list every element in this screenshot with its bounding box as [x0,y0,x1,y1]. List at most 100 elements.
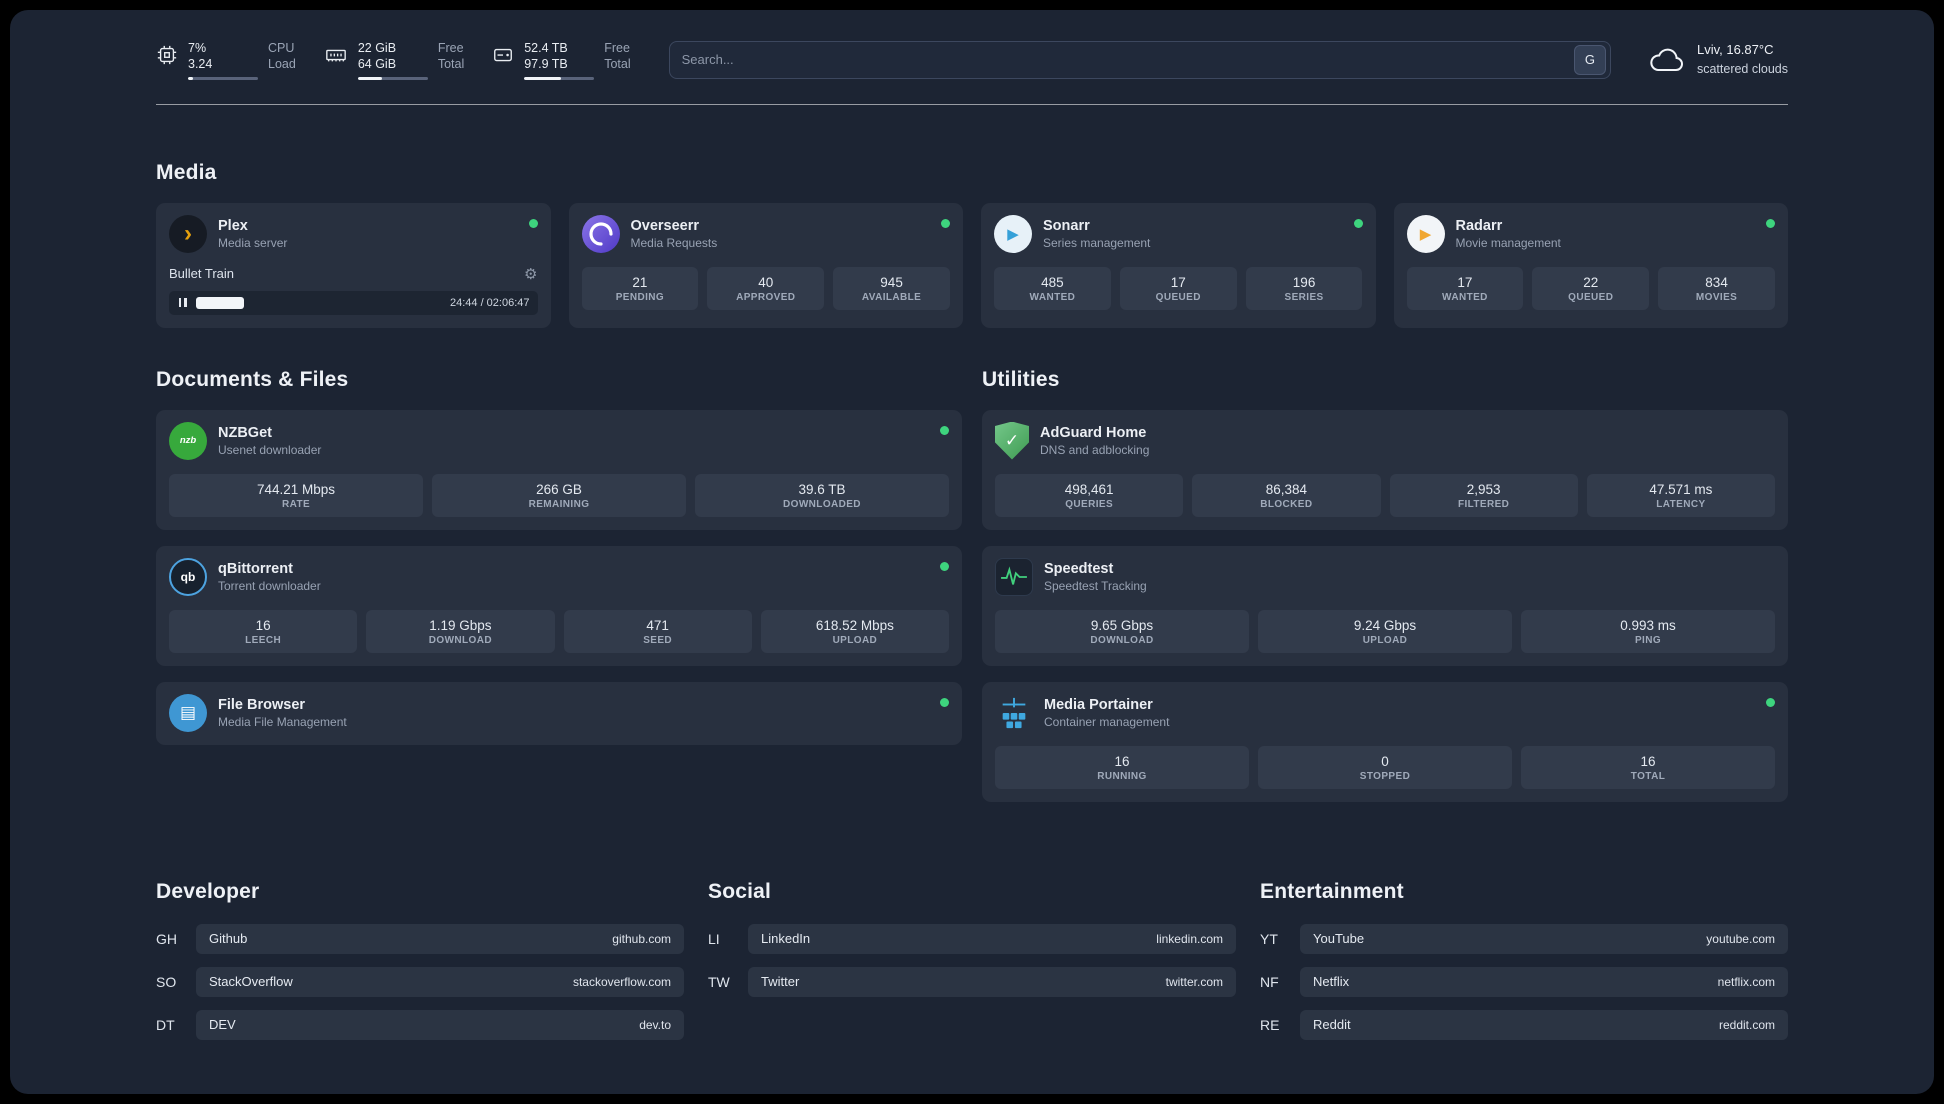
memory-total: 64 GiB [357,57,397,72]
now-playing-title: Bullet Train [169,266,235,281]
radarr-card[interactable]: ▶ Radarr Movie management 17 WANTED 22 Q… [1393,202,1788,328]
service-subtitle: DNS and adblocking [1040,442,1150,457]
stat-tile: 485 WANTED [994,266,1111,310]
overseerr-icon [581,214,620,253]
nzbget-icon: nzb [169,421,207,460]
sonarr-card[interactable]: ▶ Sonarr Series management 485 WANTED 17… [981,202,1376,328]
memory-free: 22 GiB [357,41,397,55]
service-name: Sonarr [1043,217,1090,234]
status-dot [1766,697,1775,707]
stat-tile: 40 APPROVED [707,266,825,310]
speedtest-icon [995,557,1033,596]
section-entertainment: Entertainment YT YouTube youtube.com NF … [1260,880,1788,1053]
status-dot [940,697,949,707]
topbar: 7% 3.24 CPU Load 22 GiB 64 GiB Free Tota… [156,40,1788,80]
cpu-percent: 7% [188,41,207,55]
radarr-icon: ▶ [1406,214,1445,253]
disk-total: 97.9 TB [524,57,568,72]
stat-tile: 22 QUEUED [1532,266,1650,310]
bookmark-youtube[interactable]: YT YouTube youtube.com [1260,923,1788,954]
stat-tile: 39.6 TB DOWNLOADED [695,473,949,517]
bookmark-abbr: DT [156,1016,175,1033]
service-name: File Browser [218,696,306,713]
filebrowser-card[interactable]: ▤ File Browser Media File Management [156,681,962,745]
plex-card[interactable]: › Plex Media server Bullet Train ⚙ [156,202,551,328]
section-title-media: Media [156,160,217,184]
service-subtitle: Torrent downloader [218,578,321,593]
playback-time: 24:44 / 02:06:47 [449,296,530,309]
stat-tile: 196 SERIES [1245,266,1363,310]
stat-tile: 0 STOPPED [1258,745,1512,789]
stat-tile: 16 RUNNING [995,745,1249,789]
weather-location: Lviv, 16.87°C [1696,42,1774,58]
search-engine-button[interactable]: G [1573,44,1606,75]
section-title-entertainment: Entertainment [1260,879,1404,903]
stat-tile: 498,461 QUERIES [995,473,1184,517]
stat-tile: 1.19 Gbps DOWNLOAD [366,609,555,653]
bookmark-netflix[interactable]: NF Netflix netflix.com [1260,966,1788,997]
gear-icon[interactable]: ⚙ [524,265,538,283]
topbar-divider [156,103,1788,105]
disk-free: 52.4 TB [524,41,568,55]
stat-tile: 16 TOTAL [1521,745,1775,789]
status-dot [940,425,949,435]
pause-button[interactable] [177,298,188,307]
disk-icon [494,48,513,62]
service-name: Overseerr [630,217,700,234]
bookmark-reddit[interactable]: RE Reddit reddit.com [1260,1009,1788,1040]
stat-tile: 16 LEECH [169,609,358,653]
section-title-utilities: Utilities [982,367,1060,391]
portainer-card[interactable]: Media Portainer Container management 16 … [982,681,1788,802]
service-subtitle: Media server [218,235,288,250]
stat-tile: 86,384 BLOCKED [1192,473,1381,517]
section-title-documents: Documents & Files [156,367,349,391]
bookmark-linkedin[interactable]: LI LinkedIn linkedin.com [708,923,1236,954]
stat-tile: 17 WANTED [1406,266,1524,310]
section-title-social: Social [708,879,772,903]
bookmark-abbr: NF [1260,973,1279,990]
bookmark-abbr: TW [708,973,730,990]
disk-widget: 52.4 TB 97.9 TB Free Total [492,40,631,80]
bookmark-abbr: LI [708,930,720,947]
bookmark-abbr: SO [156,973,177,990]
service-name: NZBGet [218,424,272,441]
speedtest-card[interactable]: Speedtest Speedtest Tracking 9.65 Gbps D… [982,545,1788,666]
memory-widget: 22 GiB 64 GiB Free Total [324,40,464,80]
overseerr-card[interactable]: Overseerr Media Requests 21 PENDING 40 A… [568,202,963,328]
cloud-icon [1650,48,1683,71]
section-documents: Documents & Files nzb NZBGet Usenet down… [156,368,962,818]
status-dot [940,561,949,571]
cpu-icon [157,45,177,65]
service-name: qBittorrent [218,560,293,577]
progress-bar[interactable] [196,296,442,309]
plex-icon: › [169,214,207,253]
memory-icon [325,49,346,62]
service-subtitle: Container management [1044,714,1170,729]
cpu-widget: 7% 3.24 CPU Load [156,40,296,80]
stat-tile: 2,953 FILTERED [1389,473,1578,517]
qbittorrent-card[interactable]: qb qBittorrent Torrent downloader 16 LEE… [156,545,962,666]
search-input[interactable] [681,52,1574,68]
section-media: Media › Plex Media server Bullet Train ⚙ [156,161,1788,328]
stat-tile: 266 GB REMAINING [432,473,686,517]
sonarr-icon: ▶ [994,214,1032,253]
service-subtitle: Speedtest Tracking [1044,578,1147,593]
disk-bar [524,76,595,80]
dashboard: 7% 3.24 CPU Load 22 GiB 64 GiB Free Tota… [10,10,1934,1094]
filebrowser-icon: ▤ [169,693,207,732]
bookmark-github[interactable]: GH Github github.com [156,923,684,954]
section-utilities: Utilities ✓ AdGuard Home DNS and adblock… [982,368,1788,818]
stat-tile: 9.24 Gbps UPLOAD [1258,609,1512,653]
adguard-card[interactable]: ✓ AdGuard Home DNS and adblocking 498,46… [982,409,1788,530]
bookmark-stackoverflow[interactable]: SO StackOverflow stackoverflow.com [156,966,684,997]
portainer-icon [995,694,1033,732]
service-name: Media Portainer [1044,696,1153,713]
stat-tile: 945 AVAILABLE [833,266,950,310]
bookmark-dev[interactable]: DT DEV dev.to [156,1009,684,1040]
status-dot [1353,218,1363,228]
nzbget-card[interactable]: nzb NZBGet Usenet downloader 744.21 Mbps… [156,409,962,530]
service-name: Speedtest [1044,560,1114,577]
bookmark-twitter[interactable]: TW Twitter twitter.com [708,966,1236,997]
stat-tile: 618.52 Mbps UPLOAD [760,609,949,653]
search-bar[interactable]: G [668,40,1611,79]
